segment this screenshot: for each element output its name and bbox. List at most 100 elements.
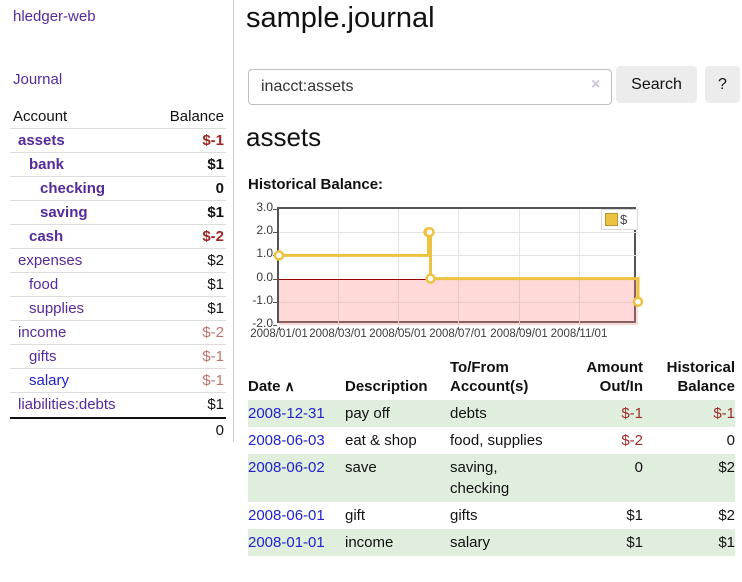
txn-date-link[interactable]: 2008-01-01 — [248, 534, 325, 551]
sidebar-account-row: bank$1 — [10, 153, 226, 177]
x-tick — [458, 327, 459, 330]
txn-amount: $1 — [562, 529, 652, 556]
brand-link[interactable]: hledger-web — [13, 8, 96, 25]
txn-date-link[interactable]: 2008-06-02 — [248, 459, 325, 476]
txn-balance: $2 — [652, 454, 735, 502]
txn-description: eat & shop — [345, 427, 450, 454]
account-balance: $-2 — [202, 321, 224, 344]
account-link[interactable]: income — [10, 321, 66, 344]
sort-ascending-icon: ∧ — [285, 378, 295, 394]
account-link[interactable]: bank — [10, 153, 64, 176]
account-balance: $1 — [207, 297, 224, 320]
account-link[interactable]: checking — [10, 177, 105, 200]
account-balance: $1 — [207, 393, 224, 417]
y-axis-label: 1.0 — [240, 245, 273, 261]
account-link[interactable]: supplies — [10, 297, 84, 320]
account-link[interactable]: gifts — [10, 345, 57, 368]
account-heading: assets — [246, 122, 321, 153]
x-tick — [579, 327, 580, 330]
historical-balance-chart: $ 3.02.01.00.0-1.0-2.02008/01/012008/03/… — [240, 200, 740, 350]
register-row: 2008-06-02 savesaving,checking0$2 — [248, 454, 735, 502]
register-header-date-label: Date — [248, 378, 281, 395]
account-link[interactable]: expenses — [10, 249, 82, 272]
x-tick — [279, 327, 280, 330]
search-button[interactable]: Search — [616, 66, 697, 103]
txn-accounts: gifts — [450, 502, 562, 529]
account-balance: $2 — [207, 249, 224, 272]
y-axis-label: 0.0 — [240, 269, 273, 285]
txn-accounts: salary — [450, 529, 562, 556]
sidebar-account-row: saving $1 — [10, 201, 226, 225]
search-input[interactable] — [248, 69, 612, 105]
sidebar-account-row: food $1 — [10, 273, 226, 297]
account-balance: 0 — [216, 177, 224, 200]
y-axis-label: 2.0 — [240, 222, 273, 238]
accounts-total: 0 — [10, 417, 226, 441]
y-tick — [273, 302, 277, 303]
x-tick — [338, 327, 339, 330]
account-balance: $-1 — [202, 129, 224, 152]
txn-accounts: debts — [450, 400, 562, 427]
register-header-amount: Amount Out/In — [562, 358, 652, 400]
accounts-header-account: Account — [13, 104, 67, 128]
account-balance: $-1 — [202, 345, 224, 368]
accounts-table: Account Balance assets$-1bank$1checking0… — [10, 104, 226, 441]
account-balance: $1 — [207, 201, 224, 224]
x-tick — [398, 327, 399, 330]
txn-description: pay off — [345, 400, 450, 427]
sidebar-account-row: gifts $-1 — [10, 345, 226, 369]
sidebar-divider — [233, 0, 234, 442]
chart-point — [275, 251, 283, 259]
txn-date-link[interactable]: 2008-06-03 — [248, 432, 325, 449]
register-header-row: Date∧ Description To/From Account(s) Amo… — [248, 358, 735, 400]
account-link[interactable]: cash — [10, 225, 63, 248]
sidebar-account-row: salary $-1 — [10, 369, 226, 393]
txn-accounts: saving,checking — [450, 454, 562, 502]
account-link[interactable]: food — [10, 273, 58, 296]
account-link[interactable]: salary — [10, 369, 69, 392]
txn-balance: $-1 — [652, 400, 735, 427]
x-tick — [519, 327, 520, 330]
page-title: sample.journal — [246, 2, 435, 35]
y-tick — [273, 279, 277, 280]
txn-amount: 0 — [562, 454, 652, 502]
txn-date-link[interactable]: 2008-12-31 — [248, 405, 325, 422]
register-row: 2008-12-31pay offdebts$-1$-1 — [248, 400, 735, 427]
account-link[interactable]: assets — [10, 129, 65, 152]
chart-title: Historical Balance: — [248, 176, 383, 193]
sidebar-account-row: assets $-1 — [10, 129, 226, 153]
register-header-description: Description — [345, 358, 450, 400]
register-row: 2008-06-03eat & shopfood, supplies$-20 — [248, 427, 735, 454]
txn-balance: 0 — [652, 427, 735, 454]
register-row: 2008-06-01giftgifts$1$2 — [248, 502, 735, 529]
account-balance: $1 — [207, 273, 224, 296]
help-button[interactable]: ? — [705, 66, 740, 103]
y-tick — [273, 232, 277, 233]
chart-line-layer — [279, 209, 638, 325]
register-row: 2008-01-01incomesalary$1$1 — [248, 529, 735, 556]
txn-amount: $1 — [562, 502, 652, 529]
chart-line — [279, 232, 638, 302]
accounts-header-balance: Balance — [170, 104, 224, 128]
y-tick — [273, 325, 277, 326]
txn-amount: $-1 — [562, 400, 652, 427]
account-link[interactable]: liabilities:debts — [10, 393, 116, 417]
register-header-balance: Historical Balance — [652, 358, 735, 400]
sidebar-account-row: supplies $1 — [10, 297, 226, 321]
sidebar-account-row: expenses $2 — [10, 249, 226, 273]
clear-search-icon[interactable]: × — [591, 76, 600, 94]
txn-description: income — [345, 529, 450, 556]
register-header-date[interactable]: Date∧ — [248, 358, 345, 400]
register-table: Date∧ Description To/From Account(s) Amo… — [248, 358, 735, 556]
account-link[interactable]: saving — [10, 201, 88, 224]
chart-point — [427, 275, 435, 283]
y-axis-label: -1.0 — [240, 292, 273, 308]
sidebar-item-journal[interactable]: Journal — [13, 71, 62, 88]
account-balance: $-1 — [202, 369, 224, 392]
txn-balance: $1 — [652, 529, 735, 556]
txn-description: gift — [345, 502, 450, 529]
txn-description: save — [345, 454, 450, 502]
chart-point — [634, 298, 642, 306]
txn-date-link[interactable]: 2008-06-01 — [248, 507, 325, 524]
accounts-table-header: Account Balance — [10, 104, 226, 129]
